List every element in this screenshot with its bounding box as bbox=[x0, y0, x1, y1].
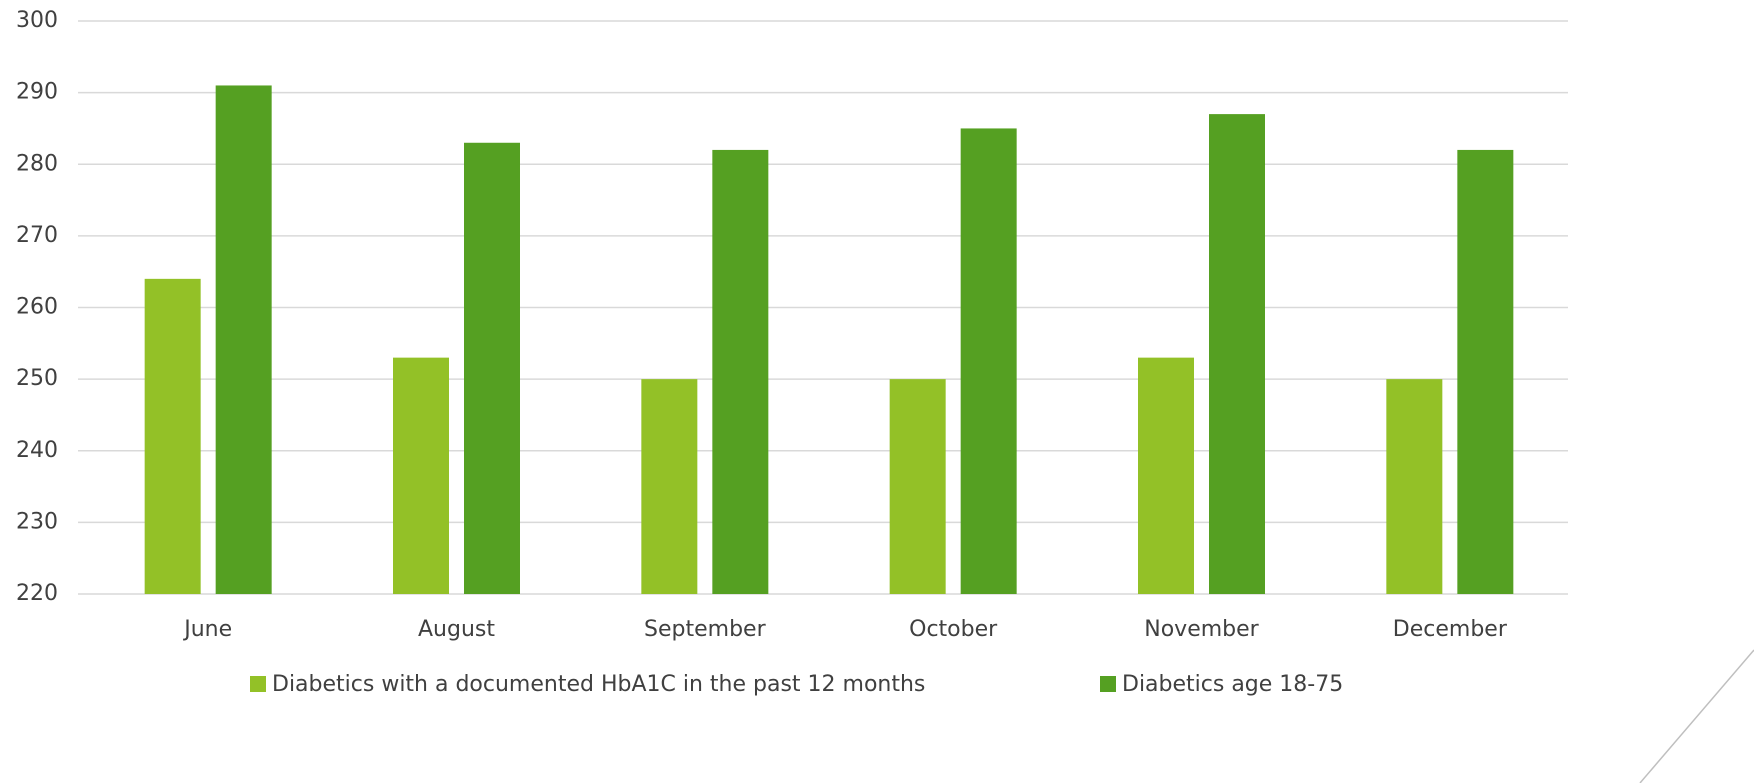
y-tick-label: 220 bbox=[16, 581, 58, 606]
bar bbox=[1457, 149, 1514, 595]
legend-label: Diabetics with a documented HbA1C in the… bbox=[272, 672, 925, 697]
bar bbox=[889, 379, 946, 594]
y-tick-label: 250 bbox=[16, 366, 58, 391]
bar bbox=[960, 128, 1017, 594]
x-tick-label: December bbox=[1393, 617, 1508, 642]
bar bbox=[144, 278, 201, 594]
bar bbox=[215, 85, 272, 595]
y-tick-label: 230 bbox=[16, 509, 58, 534]
bar bbox=[641, 379, 698, 594]
bar bbox=[1386, 379, 1443, 594]
x-tick-label: August bbox=[418, 617, 495, 642]
decoration bbox=[1639, 649, 1754, 783]
y-tick-label: 280 bbox=[16, 151, 58, 176]
bar bbox=[393, 357, 449, 594]
bar bbox=[464, 142, 520, 594]
bar bbox=[1209, 114, 1265, 595]
legend-swatch bbox=[250, 676, 266, 692]
y-tick-label: 300 bbox=[16, 8, 58, 33]
y-tick-label: 290 bbox=[16, 80, 58, 105]
legend-swatch bbox=[1100, 676, 1116, 692]
x-tick-label: June bbox=[182, 617, 232, 642]
x-tick-label: October bbox=[909, 617, 998, 642]
x-tick-label: November bbox=[1144, 617, 1259, 642]
y-tick-label: 270 bbox=[16, 223, 58, 248]
x-tick-label: September bbox=[644, 617, 767, 642]
bar bbox=[1138, 357, 1194, 594]
legend-label: Diabetics age 18-75 bbox=[1122, 672, 1343, 697]
bar bbox=[712, 149, 769, 595]
y-tick-label: 260 bbox=[16, 295, 58, 320]
y-tick-label: 240 bbox=[16, 438, 58, 463]
